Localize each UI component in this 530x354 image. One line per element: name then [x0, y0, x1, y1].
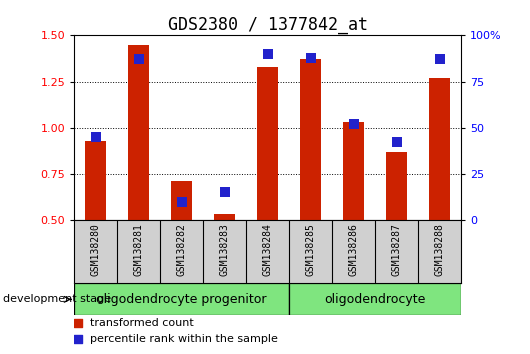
Bar — [300, 59, 321, 220]
Text: GSM138281: GSM138281 — [134, 223, 144, 276]
Point — [349, 121, 358, 127]
Bar — [386, 152, 408, 220]
Text: transformed count: transformed count — [90, 318, 193, 328]
Point — [135, 57, 143, 62]
Point — [306, 55, 315, 61]
Title: GDS2380 / 1377842_at: GDS2380 / 1377842_at — [167, 16, 368, 34]
Point — [74, 336, 82, 342]
Point — [263, 51, 272, 57]
Bar — [85, 141, 107, 220]
Text: GSM138282: GSM138282 — [176, 223, 187, 276]
Bar — [257, 67, 278, 220]
Point — [392, 139, 401, 145]
Text: oligodendrocyte progenitor: oligodendrocyte progenitor — [96, 293, 267, 306]
Text: GSM138280: GSM138280 — [91, 223, 101, 276]
Bar — [74, 284, 289, 315]
Point — [178, 199, 186, 204]
Text: GSM138283: GSM138283 — [219, 223, 229, 276]
Text: GSM138284: GSM138284 — [263, 223, 272, 276]
Bar — [429, 78, 450, 220]
Bar — [128, 45, 149, 220]
Bar — [171, 181, 192, 220]
Text: GSM138288: GSM138288 — [435, 223, 445, 276]
Point — [220, 189, 229, 195]
Point — [435, 57, 444, 62]
Point — [74, 320, 82, 326]
Point — [92, 134, 100, 140]
Text: GSM138287: GSM138287 — [392, 223, 402, 276]
Text: percentile rank within the sample: percentile rank within the sample — [90, 334, 278, 344]
Text: oligodendrocyte: oligodendrocyte — [324, 293, 426, 306]
Text: development stage: development stage — [3, 294, 111, 304]
Text: GSM138286: GSM138286 — [349, 223, 359, 276]
Bar — [289, 284, 461, 315]
Bar — [214, 215, 235, 220]
Bar — [343, 122, 365, 220]
Text: GSM138285: GSM138285 — [306, 223, 316, 276]
